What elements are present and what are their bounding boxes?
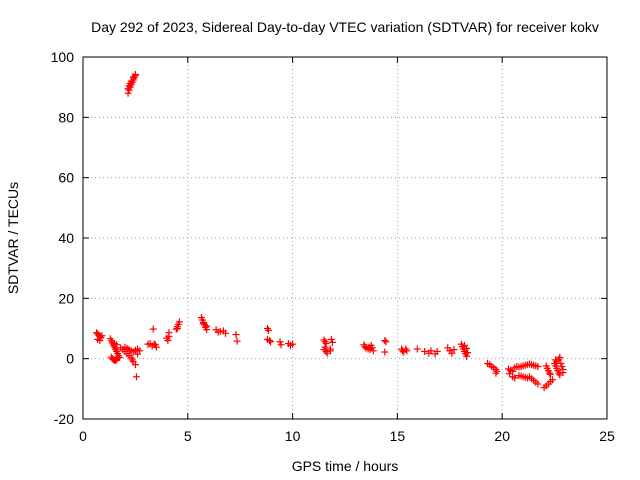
data-point-92 (264, 326, 272, 334)
x-tick-label-25: 25 (599, 428, 615, 444)
y-tick-label-40: 40 (58, 230, 74, 246)
data-point-26 (113, 341, 121, 349)
data-point-86 (216, 328, 224, 336)
data-point-110 (328, 338, 336, 346)
data-point-97 (277, 341, 285, 349)
data-point-204 (558, 363, 566, 371)
x-tick-label-0: 0 (79, 428, 87, 444)
data-point-64 (149, 325, 157, 333)
data-point-66 (151, 341, 159, 349)
data-point-192 (546, 370, 554, 378)
data-point-24 (114, 354, 122, 362)
data-point-70 (165, 329, 173, 337)
data-point-74 (175, 318, 183, 326)
data-point-89 (232, 331, 240, 339)
data-point-134 (433, 347, 441, 355)
chart-title: Day 292 of 2023, Sidereal Day-to-day VTE… (91, 19, 599, 35)
x-tick-label-10: 10 (285, 428, 301, 444)
data-point-130 (421, 347, 429, 355)
data-point-57 (127, 77, 135, 85)
y-axis-label: SDTVAR / TECUs (5, 182, 21, 294)
data-point-191 (545, 369, 553, 377)
y-tick-label--20: -20 (54, 411, 74, 427)
data-point-123 (381, 348, 389, 356)
data-point-96 (276, 338, 284, 346)
data-point-137 (448, 349, 456, 357)
data-point-6 (96, 337, 104, 345)
x-axis-label: GPS time / hours (292, 458, 399, 474)
data-point-100 (289, 340, 297, 348)
grid-lines (83, 57, 607, 419)
y-tick-label-100: 100 (51, 49, 75, 65)
data-point-95 (267, 338, 275, 346)
data-point-23 (113, 356, 121, 364)
x-tick-label-5: 5 (184, 428, 192, 444)
y-tick-label-0: 0 (66, 351, 74, 367)
data-point-206 (559, 369, 567, 377)
data-point-122 (382, 338, 390, 346)
data-point-94 (266, 337, 274, 345)
data-point-161 (511, 374, 519, 382)
y-tick-label-80: 80 (58, 109, 74, 125)
data-point-111 (326, 347, 334, 355)
data-point-138 (450, 346, 458, 354)
data-point-203 (557, 359, 565, 367)
data-point-147 (464, 349, 472, 357)
data-point-187 (549, 376, 557, 384)
data-point-120 (369, 347, 377, 355)
data-point-202 (556, 353, 564, 361)
x-tick-label-20: 20 (494, 428, 510, 444)
x-axis-ticks: 0 5 10 15 20 25 (79, 57, 615, 444)
data-point-129 (413, 345, 421, 353)
data-point-59 (131, 70, 139, 78)
data-point-109 (327, 335, 335, 343)
data-series-sdtvar (93, 70, 567, 392)
data-point-144 (463, 352, 471, 360)
data-point-128 (403, 347, 411, 355)
data-point-146 (463, 344, 471, 352)
data-point-154 (492, 369, 500, 377)
data-point-44 (133, 350, 141, 358)
data-point-68 (164, 337, 172, 345)
data-point-90 (233, 337, 241, 345)
data-point-103 (322, 340, 330, 348)
data-point-83 (203, 322, 211, 330)
data-point-35 (131, 361, 139, 369)
x-tick-label-15: 15 (390, 428, 406, 444)
data-point-119 (368, 344, 376, 352)
data-point-45 (132, 373, 140, 381)
data-point-162 (506, 370, 514, 378)
data-point-121 (381, 337, 389, 345)
y-tick-label-60: 60 (58, 170, 74, 186)
data-point-88 (222, 329, 230, 337)
y-axis-ticks: -20 0 20 40 60 80 100 (51, 49, 607, 427)
data-point-182 (534, 380, 542, 388)
data-point-132 (427, 347, 435, 355)
data-point-75 (173, 325, 181, 332)
data-point-177 (534, 363, 542, 371)
y-tick-label-20: 20 (58, 290, 74, 306)
data-point-7 (98, 332, 106, 340)
